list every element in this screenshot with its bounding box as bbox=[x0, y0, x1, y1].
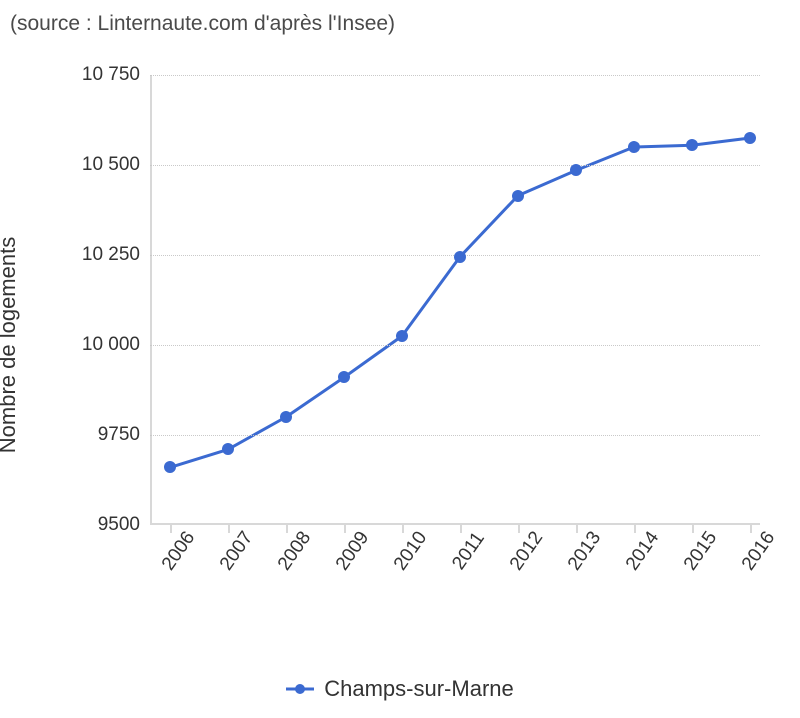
series-marker bbox=[744, 132, 756, 144]
legend: Champs-sur-Marne bbox=[0, 675, 800, 702]
x-tick-mark bbox=[286, 525, 288, 533]
series-marker bbox=[396, 330, 408, 342]
x-tick-label: 2016 bbox=[738, 528, 780, 575]
x-tick-label: 2007 bbox=[216, 528, 258, 575]
plot-area: 9500975010 00010 25010 50010 75020062007… bbox=[150, 75, 760, 525]
y-tick-label: 10 750 bbox=[82, 64, 140, 86]
x-tick-mark bbox=[460, 525, 462, 533]
x-tick-label: 2008 bbox=[274, 528, 316, 575]
x-tick-label: 2006 bbox=[158, 528, 200, 575]
grid-line bbox=[150, 435, 760, 436]
x-tick-label: 2014 bbox=[622, 528, 664, 575]
x-tick-mark bbox=[576, 525, 578, 533]
y-tick-label: 10 500 bbox=[82, 154, 140, 176]
series-marker bbox=[222, 443, 234, 455]
x-tick-label: 2011 bbox=[448, 528, 489, 574]
x-tick-label: 2009 bbox=[332, 528, 374, 575]
grid-line bbox=[150, 165, 760, 166]
series-marker bbox=[570, 164, 582, 176]
x-tick-mark bbox=[750, 525, 752, 533]
x-tick-mark bbox=[634, 525, 636, 533]
legend-item: Champs-sur-Marne bbox=[286, 676, 514, 702]
x-tick-label: 2012 bbox=[506, 528, 548, 575]
y-tick-label: 10 250 bbox=[82, 244, 140, 266]
x-tick-label: 2010 bbox=[390, 528, 432, 575]
source-text: (source : Linternaute.com d'après l'Inse… bbox=[10, 12, 395, 36]
line-chart: Nombre de logements 9500975010 00010 250… bbox=[0, 55, 800, 635]
legend-swatch bbox=[286, 683, 314, 695]
x-tick-mark bbox=[692, 525, 694, 533]
y-tick-label: 10 000 bbox=[82, 334, 140, 356]
series-marker bbox=[454, 251, 466, 263]
series-marker bbox=[512, 190, 524, 202]
series-marker bbox=[280, 411, 292, 423]
y-tick-label: 9750 bbox=[98, 424, 140, 446]
x-tick-mark bbox=[518, 525, 520, 533]
series-line bbox=[170, 138, 750, 467]
series-marker bbox=[164, 461, 176, 473]
legend-label: Champs-sur-Marne bbox=[324, 676, 514, 702]
x-tick-mark bbox=[402, 525, 404, 533]
series-marker bbox=[686, 139, 698, 151]
grid-line bbox=[150, 75, 760, 76]
x-tick-mark bbox=[228, 525, 230, 533]
x-tick-label: 2013 bbox=[564, 528, 606, 575]
series-marker bbox=[338, 371, 350, 383]
series-marker bbox=[628, 141, 640, 153]
y-axis-label: Nombre de logements bbox=[0, 237, 21, 453]
x-tick-mark bbox=[344, 525, 346, 533]
chart-lines bbox=[150, 75, 760, 525]
x-tick-mark bbox=[170, 525, 172, 533]
grid-line bbox=[150, 345, 760, 346]
y-tick-label: 9500 bbox=[98, 514, 140, 536]
x-tick-label: 2015 bbox=[680, 528, 722, 575]
